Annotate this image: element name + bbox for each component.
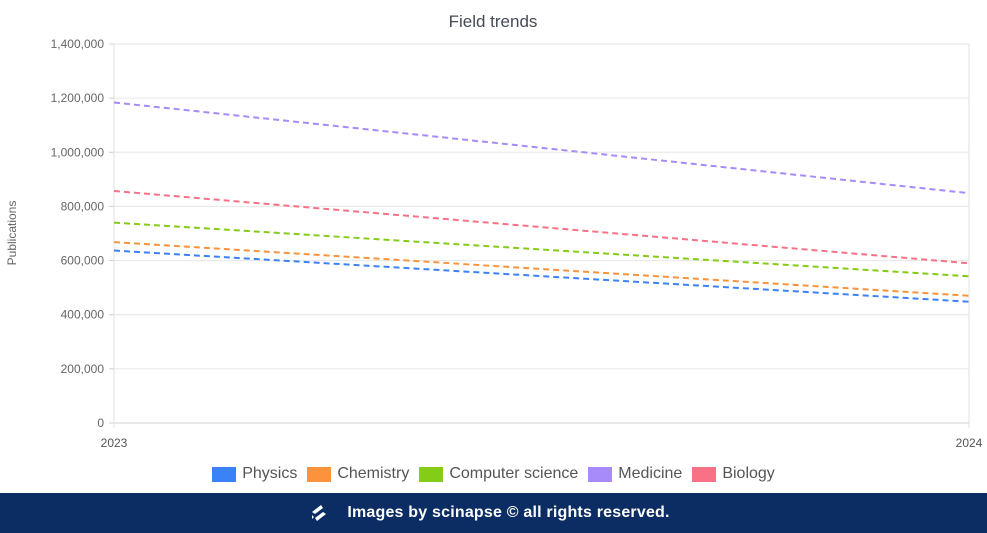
footer-copyright-text: Images by scinapse © all rights reserved… — [347, 504, 670, 521]
legend-item-physics[interactable]: Physics — [212, 465, 297, 483]
x-tick-label: 2024 — [956, 436, 983, 450]
chart-area: Field trends Publications 0 200,000 400,00… — [5, 12, 983, 450]
legend-label: Physics — [242, 465, 298, 482]
series-line-physics — [113, 249, 970, 303]
series-line-medicine — [113, 101, 970, 195]
y-tick-label: 800,000 — [61, 199, 105, 213]
series-line-chemistry — [113, 241, 970, 297]
x-tick-labels: 2023 2024 — [101, 436, 983, 450]
legend-label: Medicine — [618, 465, 683, 482]
y-tick-label: 0 — [97, 416, 104, 430]
legend-swatch — [212, 466, 237, 482]
legend-label: Computer science — [449, 465, 579, 482]
legend-item-chemistry[interactable]: Chemistry — [307, 465, 409, 483]
x-tick-label: 2023 — [101, 436, 128, 450]
series-line-biology — [113, 190, 970, 265]
legend: Physics Chemistry Computer science Medicine… — [0, 463, 987, 485]
legend-label: Chemistry — [337, 465, 410, 482]
y-tick-label: 1,200,000 — [51, 91, 105, 105]
line-chart: Field trends Publications 0 200,000 400,00… — [5, 12, 983, 450]
y-tick-label: 400,000 — [61, 308, 105, 322]
y-tick-labels: 0 200,000 400,000 600,000 800,000 1,000,000 1,… — [51, 37, 105, 430]
grid-lines — [109, 43, 970, 428]
y-tick-label: 600,000 — [61, 254, 105, 268]
legend-swatch — [692, 466, 717, 482]
legend-swatch — [588, 466, 613, 482]
footer-banner: Images by scinapse © all rights reserved… — [0, 493, 987, 533]
y-tick-label: 1,400,000 — [51, 37, 105, 51]
legend-label: Biology — [722, 465, 775, 482]
y-axis-label: Publications — [5, 201, 19, 266]
y-tick-label: 200,000 — [61, 362, 105, 376]
legend-item-computer-science[interactable]: Computer science — [419, 465, 578, 483]
legend-swatch — [307, 466, 332, 482]
series-lines — [113, 101, 970, 303]
series-line-computer-science — [113, 221, 970, 278]
legend-item-biology[interactable]: Biology — [692, 465, 775, 483]
chart-title: Field trends — [449, 12, 538, 31]
scinapse-logo-icon — [312, 505, 327, 521]
legend-swatch — [419, 466, 444, 482]
y-tick-label: 1,000,000 — [51, 145, 105, 159]
legend-item-medicine[interactable]: Medicine — [588, 465, 682, 483]
